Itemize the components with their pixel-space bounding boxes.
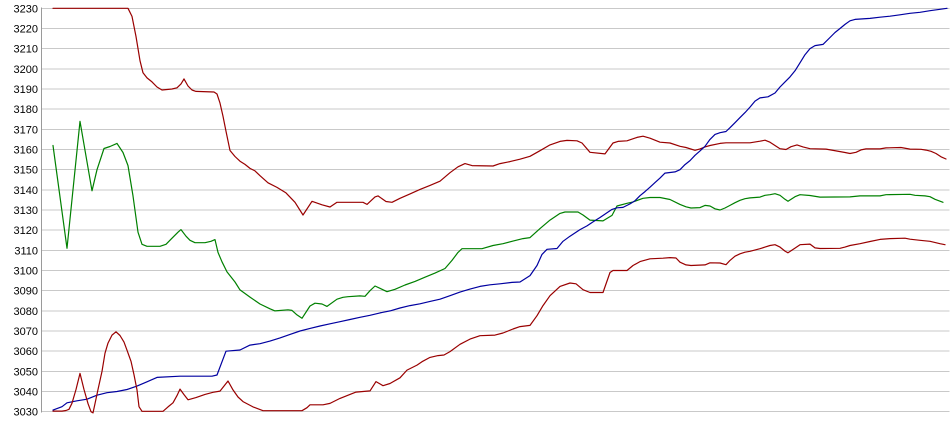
series-lower-band-red: [52, 237, 946, 414]
y-axis-tick-labels: 3030 3040 3050 3060 3070 3080 3090 3100 3110 3120…: [14, 3, 38, 418]
series-middle-green: [52, 120, 944, 319]
y-axis-tick-label: 3130: [14, 205, 38, 217]
y-axis-tick-label: 3150: [14, 165, 38, 177]
y-axis-tick-label: 3200: [14, 64, 38, 76]
y-axis-tick-label: 3230: [14, 3, 38, 15]
y-axis-tick-label: 3180: [14, 104, 38, 116]
y-axis-tick-label: 3090: [14, 286, 38, 298]
y-axis-tick-label: 3030: [14, 407, 38, 419]
y-axis-tick-label: 3070: [14, 326, 38, 338]
y-axis-tick-label: 3040: [14, 387, 38, 399]
y-axis-tick-label: 3220: [14, 23, 38, 35]
y-axis-tick-label: 3100: [14, 266, 38, 278]
y-axis-tick-label: 3120: [14, 225, 38, 237]
y-axis-tick-label: 3190: [14, 84, 38, 96]
y-axis-tick-label: 3110: [14, 245, 38, 257]
y-axis-tick-label: 3080: [14, 306, 38, 318]
series-upper-band-red: [52, 7, 947, 216]
gridlines: [42, 7, 950, 413]
series-main-blue: [52, 7, 948, 411]
y-axis-tick-label: 3210: [14, 44, 38, 56]
y-axis-tick-label: 3140: [14, 185, 38, 197]
y-axis-tick-label: 3170: [14, 124, 38, 136]
y-axis-tick-label: 3060: [14, 346, 38, 358]
y-axis-tick-label: 3160: [14, 144, 38, 156]
y-axis-tick-label: 3050: [14, 366, 38, 378]
